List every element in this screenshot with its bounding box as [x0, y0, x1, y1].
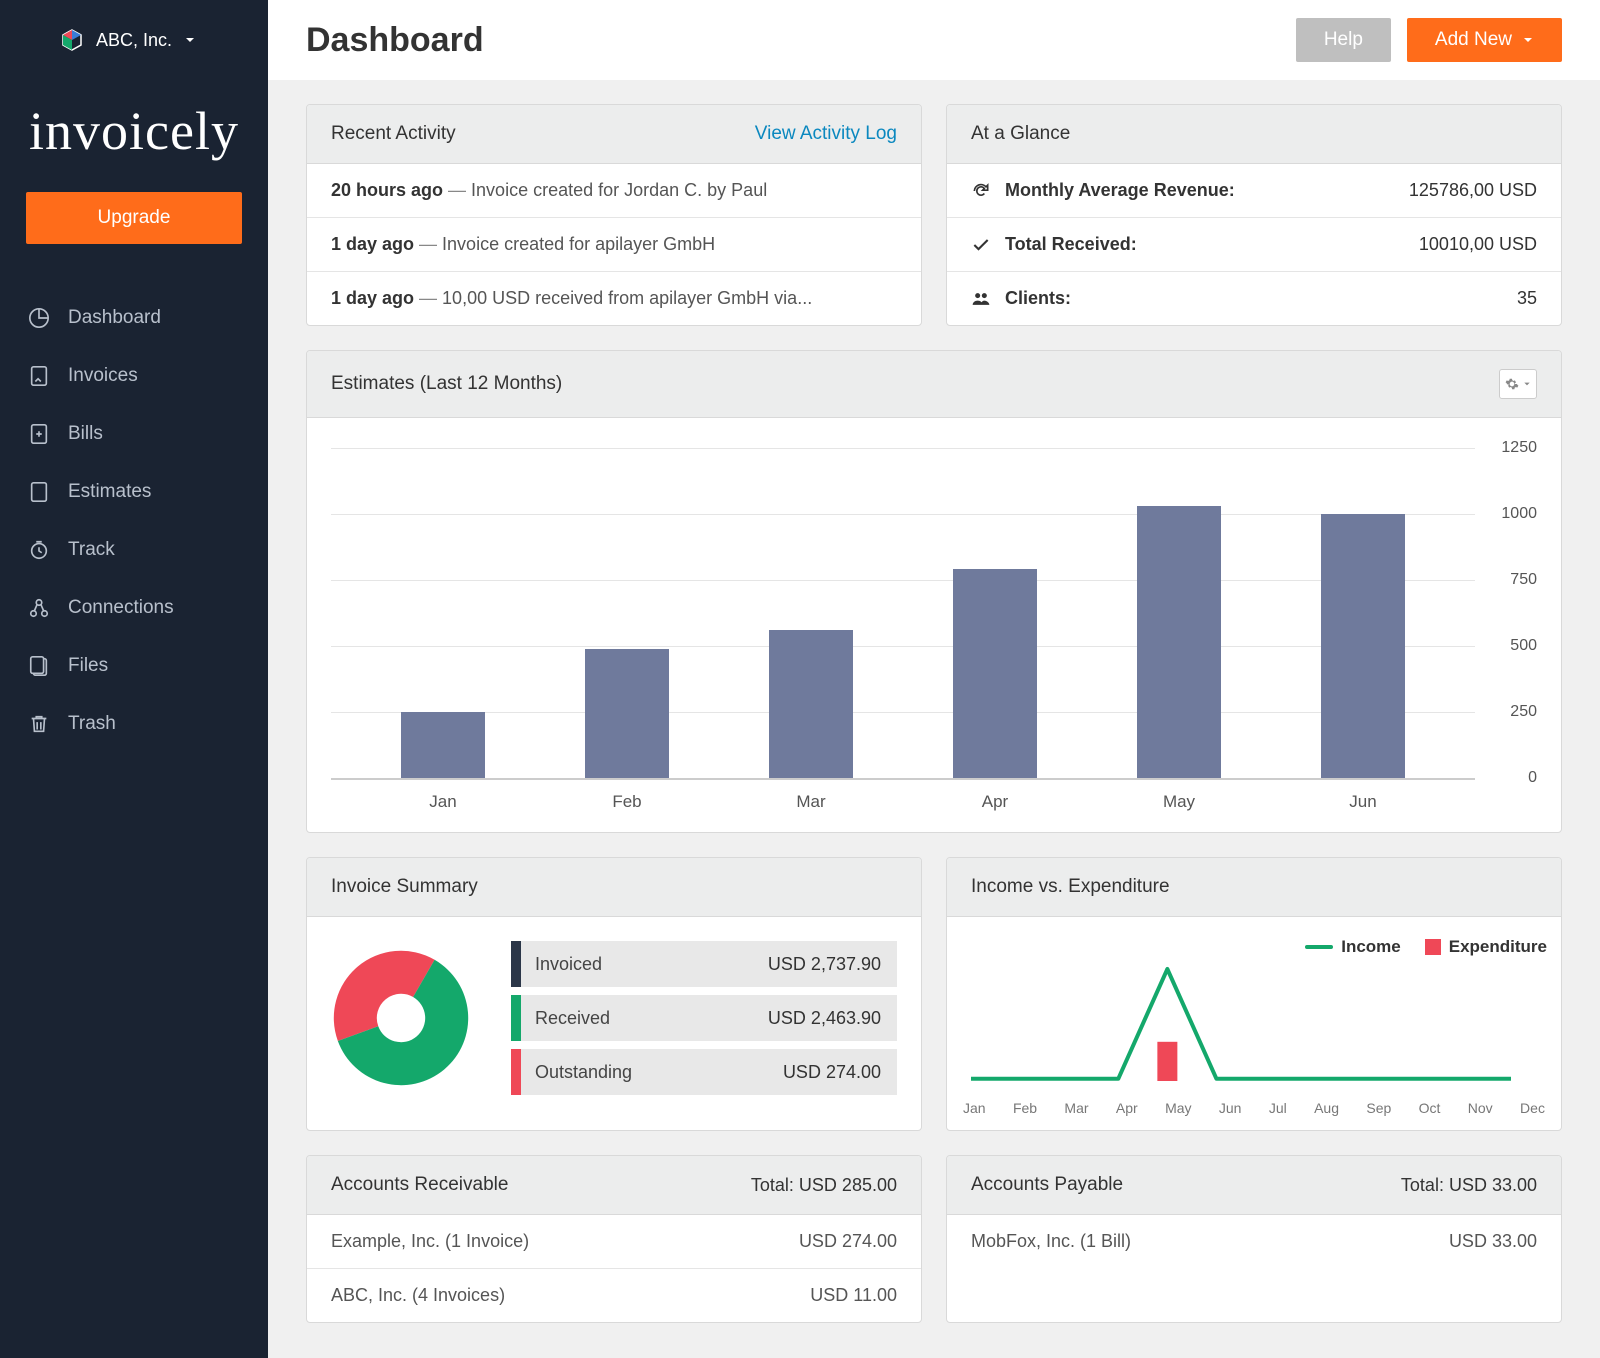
chart-settings-button[interactable]	[1499, 369, 1537, 399]
nav-label: Bills	[68, 423, 103, 445]
invoice-summary-card: Invoice Summary InvoicedUSD 2,737.90 Rece…	[306, 857, 922, 1131]
topbar: Dashboard Help Add New	[268, 0, 1600, 80]
accounts-receivable-card: Accounts Receivable Total: USD 285.00 Ex…	[306, 1155, 922, 1323]
activity-row: 1 day ago — Invoice created for apilayer…	[307, 218, 921, 272]
bill-icon	[28, 423, 50, 445]
bar	[401, 712, 485, 778]
summary-row: ReceivedUSD 2,463.90	[511, 995, 897, 1041]
bar	[953, 569, 1037, 778]
summary-row: OutstandingUSD 274.00	[511, 1049, 897, 1095]
bar	[769, 630, 853, 778]
sidebar-item-invoices[interactable]: Invoices	[8, 347, 260, 405]
sidebar-item-estimates[interactable]: Estimates	[8, 463, 260, 521]
page-title: Dashboard	[306, 21, 1280, 60]
estimates-title: Estimates (Last 12 Months)	[331, 373, 562, 395]
help-button[interactable]: Help	[1296, 18, 1391, 62]
sidebar-item-bills[interactable]: Bills	[8, 405, 260, 463]
cube-icon	[60, 28, 84, 52]
bar	[585, 649, 669, 778]
nav-label: Connections	[68, 597, 174, 619]
nav-label: Invoices	[68, 365, 138, 387]
legend-income: Income	[1305, 937, 1401, 957]
nav-label: Track	[68, 539, 115, 561]
chevron-down-icon	[1522, 34, 1534, 46]
nav-label: Trash	[68, 713, 116, 735]
estimate-icon	[28, 481, 50, 503]
at-a-glance-card: At a Glance Monthly Average Revenue:1257…	[946, 104, 1562, 326]
check-icon	[971, 235, 991, 255]
account-row[interactable]: Example, Inc. (1 Invoice)USD 274.00	[307, 1215, 921, 1269]
nav-label: Estimates	[68, 481, 151, 503]
trash-icon	[28, 713, 50, 735]
glance-row: Clients:35	[947, 272, 1561, 325]
sidebar: ABC, Inc. invoicely Upgrade Dashboard Inv…	[0, 0, 268, 1358]
add-new-label: Add New	[1435, 29, 1512, 51]
refresh-icon	[971, 181, 991, 201]
glance-row: Monthly Average Revenue:125786,00 USD	[947, 164, 1561, 218]
sidebar-item-dashboard[interactable]: Dashboard	[8, 289, 260, 347]
legend-expenditure: Expenditure	[1425, 937, 1547, 957]
track-icon	[28, 539, 50, 561]
nav-label: Files	[68, 655, 108, 677]
sidebar-item-files[interactable]: Files	[8, 637, 260, 695]
chevron-down-icon	[184, 34, 196, 46]
invoice-summary-title: Invoice Summary	[331, 876, 478, 898]
files-icon	[28, 655, 50, 677]
invoice-summary-donut	[331, 948, 471, 1088]
nav: Dashboard Invoices Bills Estimates Track Conn…	[0, 289, 268, 1358]
accounts-payable-total: Total: USD 33.00	[1401, 1175, 1537, 1196]
glance-row: Total Received:10010,00 USD	[947, 218, 1561, 272]
sidebar-item-trash[interactable]: Trash	[8, 695, 260, 753]
recent-activity-title: Recent Activity	[331, 123, 456, 145]
clients-icon	[971, 289, 991, 309]
activity-row: 1 day ago — 10,00 USD received from apil…	[307, 272, 921, 325]
invoice-icon	[28, 365, 50, 387]
account-row[interactable]: MobFox, Inc. (1 Bill)USD 33.00	[947, 1215, 1561, 1268]
sidebar-item-connections[interactable]: Connections	[8, 579, 260, 637]
at-a-glance-title: At a Glance	[971, 123, 1070, 145]
recent-activity-card: Recent Activity View Activity Log 20 hou…	[306, 104, 922, 326]
connections-icon	[28, 597, 50, 619]
dashboard-icon	[28, 307, 50, 329]
org-switcher[interactable]: ABC, Inc.	[0, 0, 268, 80]
gear-icon	[1505, 377, 1519, 391]
accounts-receivable-title: Accounts Receivable	[331, 1174, 508, 1196]
bar	[1321, 514, 1405, 778]
activity-row: 20 hours ago — Invoice created for Jorda…	[307, 164, 921, 218]
accounts-payable-title: Accounts Payable	[971, 1174, 1123, 1196]
add-new-button[interactable]: Add New	[1407, 18, 1562, 62]
chevron-down-icon	[1523, 380, 1531, 388]
account-row[interactable]: ABC, Inc. (4 Invoices)USD 11.00	[307, 1269, 921, 1322]
income-expenditure-title: Income vs. Expenditure	[971, 876, 1170, 898]
view-activity-log-link[interactable]: View Activity Log	[755, 123, 897, 145]
nav-label: Dashboard	[68, 307, 161, 329]
accounts-receivable-total: Total: USD 285.00	[751, 1175, 897, 1196]
upgrade-button[interactable]: Upgrade	[26, 192, 242, 244]
income-expenditure-chart	[961, 965, 1521, 1085]
sidebar-item-track[interactable]: Track	[8, 521, 260, 579]
bar	[1137, 506, 1221, 778]
estimates-card: Estimates (Last 12 Months) 0250500750100…	[306, 350, 1562, 833]
brand-logo: invoicely	[0, 80, 268, 192]
summary-row: InvoicedUSD 2,737.90	[511, 941, 897, 987]
org-name: ABC, Inc.	[96, 30, 172, 51]
income-expenditure-card: Income vs. Expenditure Income Expenditur…	[946, 857, 1562, 1131]
accounts-payable-card: Accounts Payable Total: USD 33.00 MobFox…	[946, 1155, 1562, 1323]
